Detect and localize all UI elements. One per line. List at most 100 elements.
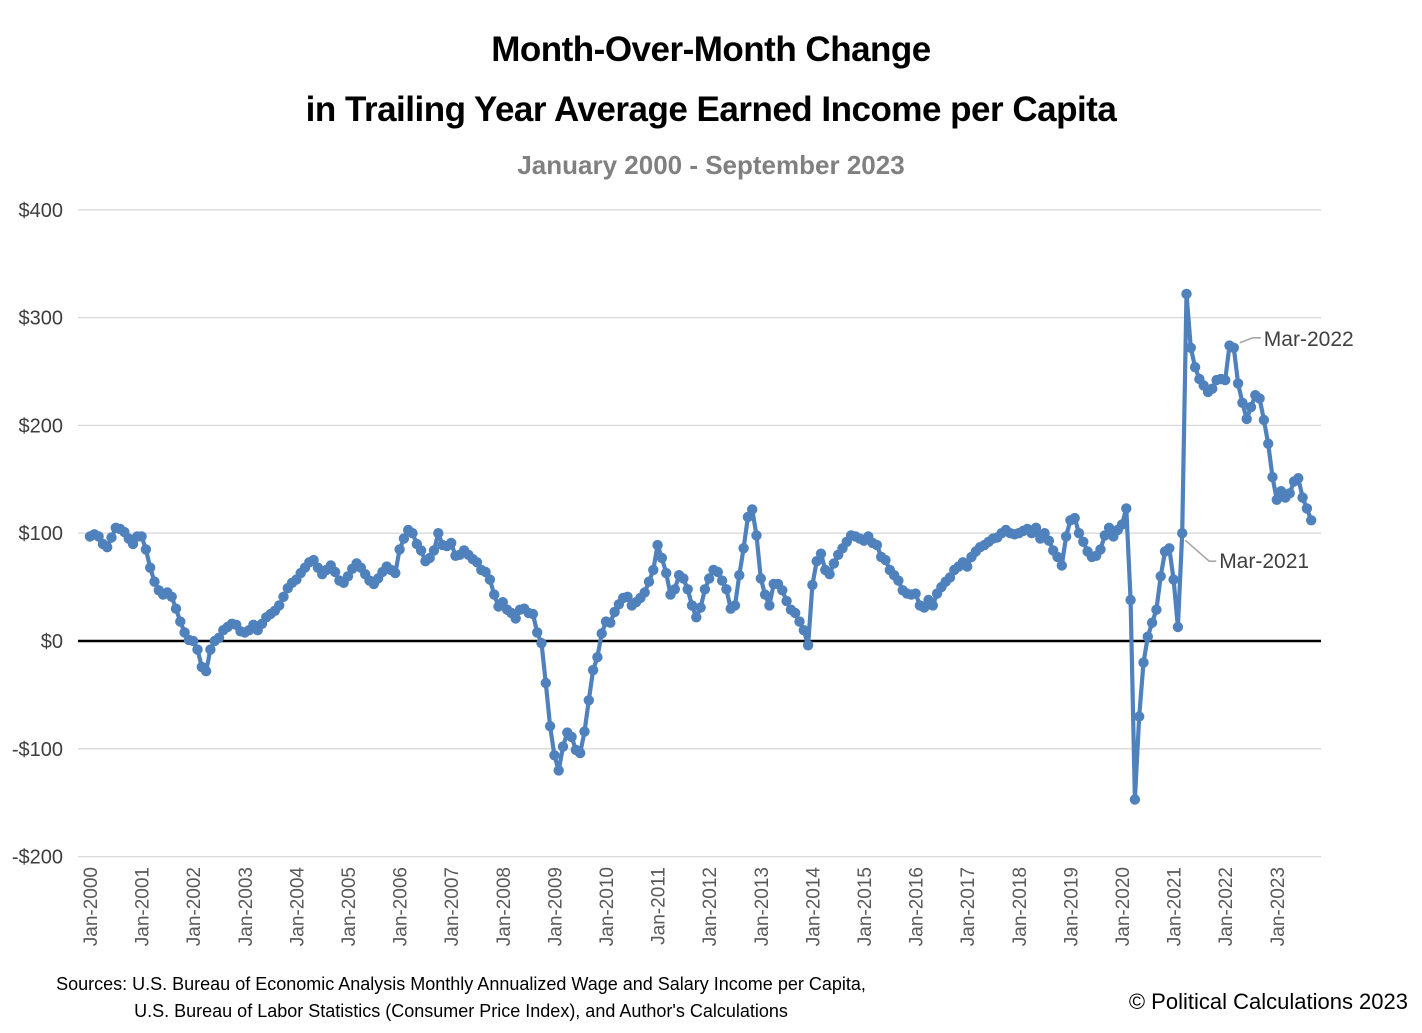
data-point <box>1207 383 1218 394</box>
x-tick-label: Jan-2006 <box>391 867 412 946</box>
data-point <box>1284 488 1295 499</box>
data-point <box>751 530 762 541</box>
data-point <box>1263 438 1274 449</box>
data-point <box>656 552 668 564</box>
data-point <box>747 504 758 515</box>
data-point <box>1293 473 1304 484</box>
chart-title-line1: Month-Over-Month Change <box>491 30 931 69</box>
data-point <box>1181 288 1192 300</box>
data-point <box>446 537 457 549</box>
x-tick-label: Jan-2010 <box>597 867 618 946</box>
data-point <box>1129 794 1141 805</box>
x-tick-label: Jan-2016 <box>907 867 928 946</box>
data-point <box>175 616 186 627</box>
data-point <box>1164 543 1175 554</box>
data-point <box>1060 531 1072 542</box>
y-tick-label: -$100 <box>12 739 63 761</box>
data-point <box>188 635 199 647</box>
data-point <box>1146 617 1158 628</box>
x-tick-label: Jan-2000 <box>81 867 102 946</box>
data-point <box>145 562 156 573</box>
data-point <box>200 666 212 677</box>
data-point <box>1258 414 1270 426</box>
data-point <box>579 726 590 737</box>
x-tick-label: Jan-2018 <box>1010 867 1031 946</box>
data-point <box>1237 397 1248 408</box>
data-point <box>583 695 594 706</box>
data-point <box>1228 342 1240 353</box>
x-tick-label: Jan-2009 <box>545 867 566 946</box>
data-point <box>471 557 483 568</box>
data-point <box>669 584 680 595</box>
data-point <box>643 576 655 587</box>
data-point <box>910 588 921 599</box>
data-point <box>1121 503 1132 514</box>
data-point <box>639 587 650 598</box>
data-point <box>1073 528 1085 539</box>
data-point <box>1069 512 1080 524</box>
data-point <box>880 554 891 566</box>
data-point <box>1030 522 1042 533</box>
data-point <box>927 600 938 611</box>
data-point <box>871 539 883 551</box>
data-point <box>661 567 672 579</box>
chart-header: Month-Over-Month Change in Trailing Year… <box>0 20 1422 185</box>
y-tick-label: $100 <box>19 523 64 545</box>
data-point <box>398 533 410 544</box>
data-point <box>794 616 805 627</box>
x-tick-label: Jan-2013 <box>752 867 773 946</box>
data-point <box>699 584 711 595</box>
data-point <box>605 617 616 628</box>
data-point <box>192 644 203 655</box>
annotation-leader-line <box>1239 336 1261 344</box>
data-point <box>1052 551 1063 563</box>
x-tick-label: Jan-2001 <box>133 867 154 946</box>
data-point <box>828 558 840 569</box>
data-point <box>1138 657 1149 668</box>
data-point <box>648 564 659 576</box>
data-point <box>1095 544 1106 555</box>
x-tick-label: Jan-2003 <box>236 867 257 946</box>
data-point <box>622 591 633 602</box>
data-point <box>489 589 500 600</box>
y-tick-label: $400 <box>19 200 64 222</box>
x-tick-label: Jan-2014 <box>803 867 824 947</box>
data-point <box>1220 374 1231 386</box>
data-point <box>592 652 603 663</box>
annotation-label: Mar-2021 <box>1219 550 1309 573</box>
data-point <box>407 528 418 539</box>
data-point <box>1099 530 1111 541</box>
x-tick-label: Jan-2005 <box>339 867 360 946</box>
data-point <box>166 591 177 602</box>
data-point <box>540 677 551 689</box>
data-point <box>575 747 586 759</box>
data-point <box>308 554 319 566</box>
y-tick-label: $200 <box>19 415 64 437</box>
data-point <box>802 640 814 651</box>
data-point <box>1142 631 1154 642</box>
data-point <box>1151 604 1162 615</box>
data-point <box>1172 621 1184 633</box>
data-point <box>807 579 818 591</box>
data-point <box>1116 519 1128 530</box>
data-point <box>815 548 827 559</box>
sources-note: Sources: U.S. Bureau of Economic Analysi… <box>0 971 928 1025</box>
data-point <box>484 574 496 585</box>
data-point <box>557 741 569 752</box>
data-point <box>721 584 732 595</box>
data-point <box>682 584 693 595</box>
data-point <box>140 544 152 555</box>
data-point <box>329 566 341 578</box>
data-point <box>1232 378 1244 389</box>
data-point <box>790 607 801 619</box>
data-point <box>1306 515 1317 526</box>
data-point <box>527 608 539 620</box>
x-tick-label: Jan-2022 <box>1216 867 1237 946</box>
data-point <box>691 612 702 623</box>
data-point <box>1185 342 1197 353</box>
data-point <box>919 602 930 613</box>
data-point <box>394 544 405 555</box>
annotation-leader-line <box>1184 539 1217 563</box>
data-point <box>136 531 147 542</box>
data-point <box>798 625 809 636</box>
